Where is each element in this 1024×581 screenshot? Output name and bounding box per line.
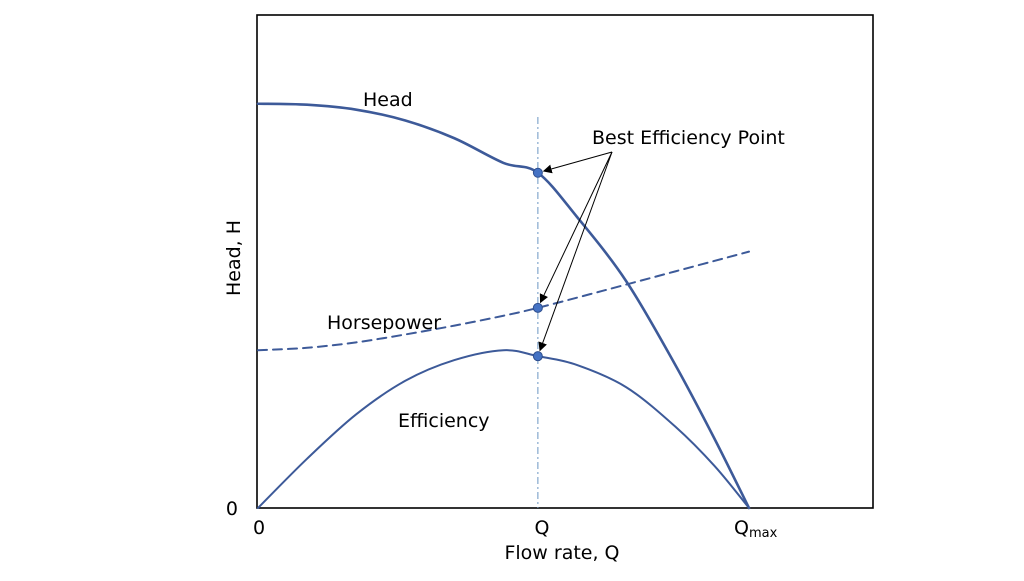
y-axis-label: Head, H xyxy=(223,220,245,296)
x-tick-label-qmax: Qmax xyxy=(734,517,778,541)
x-tick-label-q: Q xyxy=(535,517,550,539)
bep-annotation-label: Best Efficiency Point xyxy=(592,127,785,149)
efficiency-curve-label: Efficiency xyxy=(398,410,490,432)
x-axis-label: Flow rate, Q xyxy=(504,542,619,564)
series-efficiency-line xyxy=(257,349,750,509)
series-head-line xyxy=(256,102,751,510)
bep-point-head xyxy=(532,167,543,178)
bep-arrow-efficiency xyxy=(538,151,613,352)
head-curve-label: Head xyxy=(363,89,413,111)
bep-points-layer xyxy=(532,167,543,362)
horsepower-curve-label: Horsepower xyxy=(327,312,441,334)
curves-layer xyxy=(256,102,751,510)
plot-frame xyxy=(256,14,874,509)
bep-point-horsepower xyxy=(532,302,543,313)
bep-point-efficiency xyxy=(532,351,543,362)
y-tick-label-0: 0 xyxy=(226,498,238,520)
x-tick-label-qmax-main: Q xyxy=(734,517,749,539)
x-tick-label-qmax-sub: max xyxy=(749,526,778,541)
bep-arrow-head xyxy=(542,151,613,174)
x-tick-label-0: 0 xyxy=(253,517,265,539)
bep-arrow-horsepower xyxy=(539,151,613,304)
annotation-arrows xyxy=(538,151,613,352)
series-horsepower-line xyxy=(257,250,750,352)
